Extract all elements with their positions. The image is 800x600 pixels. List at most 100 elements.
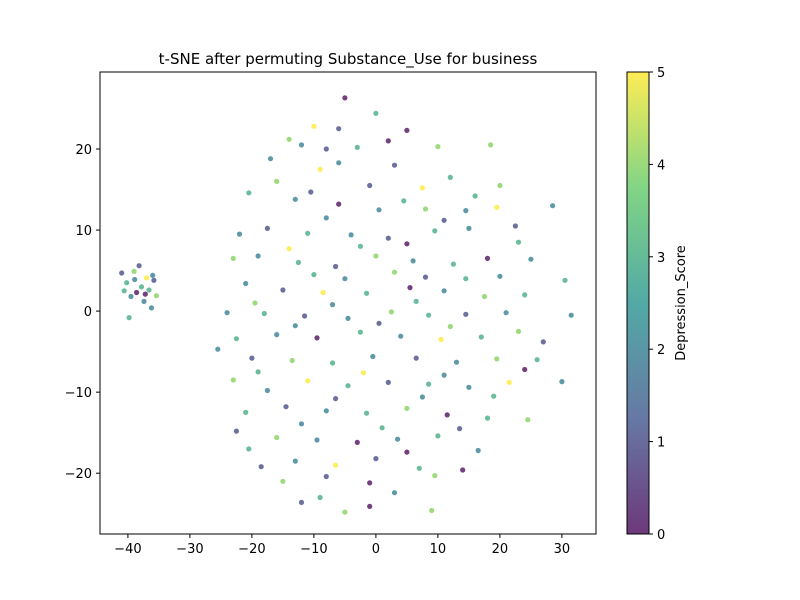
scatter-point [503,310,509,316]
scatter-point [410,258,416,264]
scatter-point [367,182,373,189]
scatter-point [385,235,391,241]
x-axis: −40 −30 −20 −10 0 10 20 30 [114,534,570,557]
scatter-point [515,239,522,245]
scatter-point [311,123,317,129]
scatter-point [342,276,348,282]
x-tick-label: −40 [114,542,141,557]
scatter-point [404,405,410,411]
scatter-point [336,126,342,132]
scatter-point [124,280,130,286]
scatter-point [568,312,574,318]
scatter-point [429,507,435,514]
scatter-point [320,289,326,296]
scatter-point [391,269,398,275]
colorbar-tick-label: 3 [657,251,665,266]
scatter-point [512,223,519,229]
colorbar-axis: 0 1 2 3 4 5 [649,66,665,543]
scatter-point [373,110,379,116]
scatter-point [447,323,453,330]
scatter-point [336,201,342,207]
scatter-point [323,408,329,414]
x-tick-label: −20 [238,542,265,557]
scatter-point [466,384,472,390]
scatter-point [274,332,280,338]
scatter-point [274,178,280,184]
scatter-point [224,310,230,316]
scatter-point [236,231,243,237]
scatter-point [243,280,249,287]
scatter-point [128,293,134,300]
scatter-point [472,193,478,199]
scatter-point [121,288,127,294]
colorbar-frame [626,71,650,535]
scatter-point [497,273,503,279]
x-tick-label: 20 [492,542,509,557]
scatter-point [388,309,394,315]
scatter-point [126,315,132,321]
scatter-point [426,381,432,387]
scatter-point [562,277,568,283]
scatter-point [457,426,463,432]
scatter-point [252,300,258,306]
scatter-point [141,298,147,304]
scatter-point [385,379,391,385]
scatter-point [317,166,323,172]
x-tick-label: −30 [176,542,203,557]
scatter-point [438,336,444,343]
scatter-point [342,95,348,101]
scatter-point [466,225,472,231]
scatter-point [342,509,348,515]
scatter-point [329,302,336,308]
scatter-point [134,289,140,296]
scatter-point [528,256,534,262]
scatter-point [142,291,148,297]
scatter-point [283,404,289,410]
scatter-point [484,255,491,261]
scatter-point [246,190,252,196]
scatter-point [131,268,137,274]
y-tick-label: 10 [75,224,92,239]
scatter-point [280,478,286,484]
scatter-point [450,261,456,267]
scatter-point [246,446,252,452]
scatter-point [463,276,469,282]
scatter-point [370,353,376,360]
scatter-point [550,203,556,209]
scatter-point [233,336,239,342]
x-tick-label: 30 [554,542,571,557]
scatter-point [150,272,156,278]
scatter-point [391,162,398,168]
scatter-point [323,215,329,221]
scatter-point [298,421,305,427]
scatter-point [404,241,410,247]
scatter-point [435,433,441,439]
scatter-point [264,225,270,231]
scatter-point [323,146,329,152]
scatter-point [289,357,295,364]
scatter-point [422,206,429,212]
scatter-point [463,311,469,317]
scatter-point [138,284,145,290]
scatter-point [354,439,360,445]
scatter-point [302,313,308,319]
scatter-point [136,263,142,269]
scatter-point [364,410,370,416]
colorbar-tick-label: 0 [657,528,665,543]
scatter-point [305,230,311,236]
scatter-point [460,467,466,473]
scatter-point [376,320,382,326]
scatter-point [317,494,323,501]
scatter-point [243,409,249,415]
y-tick-label: −20 [65,467,92,482]
scatter-point [132,276,138,283]
scatter-point [395,436,401,442]
scatter-point [298,499,305,505]
colorbar-tick-label: 5 [657,66,665,81]
scatter-point [416,465,422,471]
colorbar-tick-label: 1 [657,436,665,451]
scatter-point [274,434,280,441]
scatter-point [422,274,429,280]
scatter-point [404,127,410,133]
